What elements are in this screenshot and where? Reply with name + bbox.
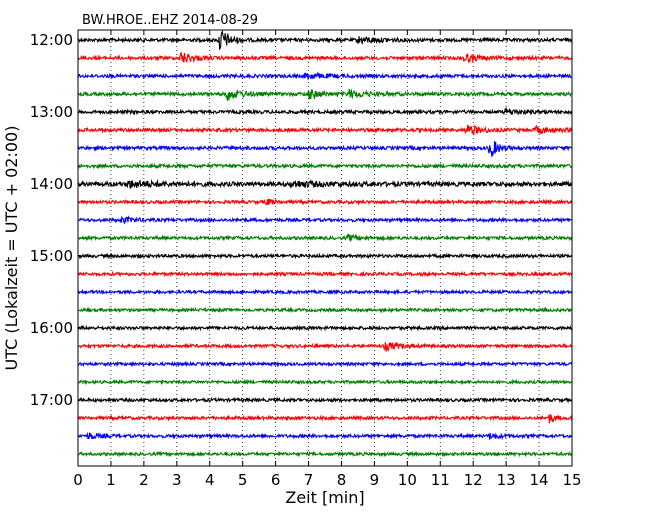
- trace-line: [77, 88, 573, 101]
- trace-line: [77, 378, 573, 386]
- trace-line: [77, 51, 573, 64]
- trace-line: [77, 71, 573, 80]
- x-tick-label: 7: [304, 471, 314, 489]
- trace-line: [77, 396, 573, 404]
- traces: [77, 29, 573, 458]
- tick-labels: 0 1 2 3 4 5 6 7 8 9 10 11 12 13 14 1512:0013:0014:0015:…: [30, 31, 582, 489]
- trace-line: [77, 270, 573, 278]
- trace-line: [77, 107, 573, 116]
- chart-title: BW.HROE..EHZ 2014-08-29: [82, 13, 258, 28]
- trace-line: [77, 124, 573, 136]
- trace-line: [77, 288, 573, 296]
- y-tick-label: 17:00: [30, 391, 73, 409]
- trace-line: [77, 413, 573, 424]
- x-tick-label: 13: [497, 471, 516, 489]
- x-axis-label: Zeit [min]: [285, 488, 364, 507]
- trace-line: [77, 324, 573, 332]
- x-tick-label: 2: [139, 471, 149, 489]
- x-tick-label: 11: [431, 471, 450, 489]
- grid-lines: [110, 30, 540, 466]
- trace-line: [77, 306, 573, 314]
- y-tick-label: 12:00: [30, 31, 73, 49]
- y-tick-label: 13:00: [30, 103, 73, 121]
- trace-line: [77, 29, 573, 51]
- trace-line: [77, 252, 573, 260]
- x-tick-label: 1: [106, 471, 116, 489]
- trace-line: [77, 141, 573, 157]
- trace-line: [77, 178, 573, 189]
- x-tick-label: 4: [205, 471, 215, 489]
- ticks: [77, 30, 573, 466]
- trace-line: [77, 431, 573, 441]
- x-tick-label: 12: [464, 471, 483, 489]
- x-tick-label: 15: [562, 471, 581, 489]
- x-tick-label: 14: [530, 471, 549, 489]
- x-tick-label: 5: [238, 471, 248, 489]
- y-tick-label: 14:00: [30, 175, 73, 193]
- trace-line: [77, 450, 573, 458]
- trace-line: [77, 341, 573, 353]
- trace-line: [77, 233, 573, 243]
- plot-frame: [77, 29, 573, 467]
- x-tick-label: 6: [271, 471, 281, 489]
- trace-line: [77, 360, 573, 368]
- trace-line: [77, 215, 573, 225]
- trace-line: [77, 162, 573, 170]
- x-tick-label: 0: [73, 471, 83, 489]
- y-tick-label: 16:00: [30, 319, 73, 337]
- y-tick-label: 15:00: [30, 247, 73, 265]
- trace-line: [77, 198, 573, 206]
- x-tick-label: 3: [172, 471, 182, 489]
- x-tick-label: 10: [398, 471, 417, 489]
- x-tick-label: 8: [337, 471, 347, 489]
- x-tick-label: 9: [370, 471, 380, 489]
- y-axis-label: UTC (Lokalzeit = UTC + 02:00): [2, 126, 21, 371]
